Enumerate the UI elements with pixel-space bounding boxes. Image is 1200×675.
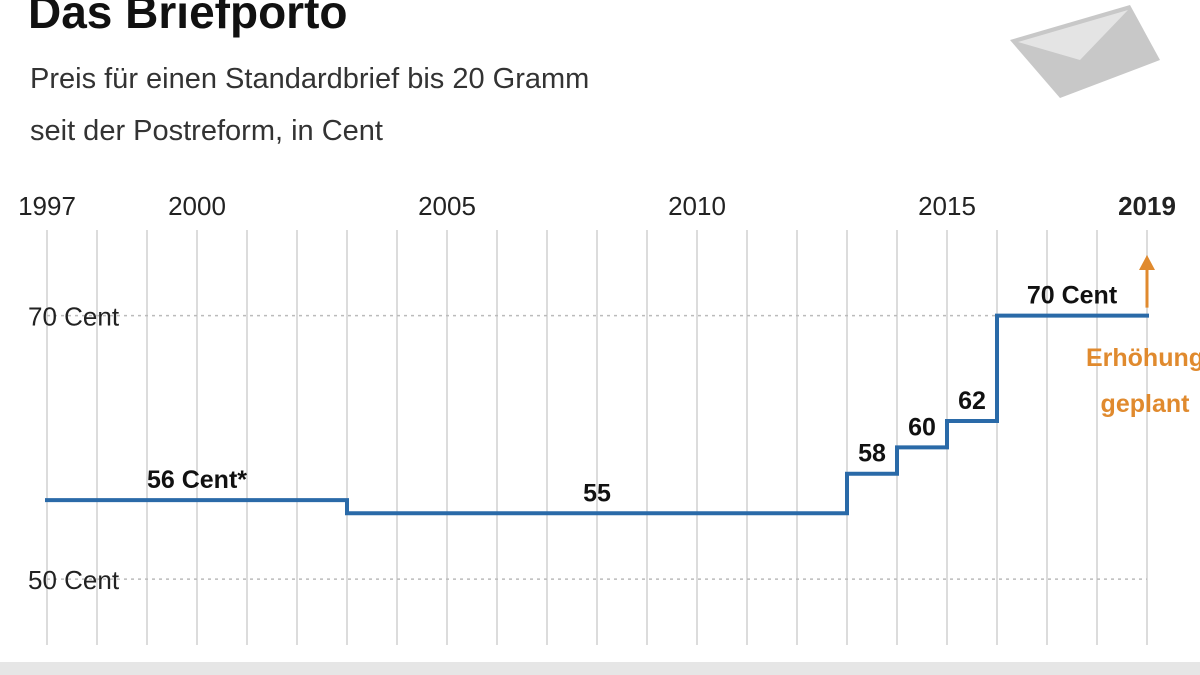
value-label: 58: [858, 440, 886, 468]
x-tick-label: 2015: [918, 191, 976, 221]
x-tick-label: 2005: [418, 191, 476, 221]
annotation-arrowhead: [1139, 255, 1155, 270]
x-tick-label: 2019: [1118, 191, 1176, 221]
y-tick-label: 70 Cent: [28, 302, 120, 332]
x-tick-label: 2000: [168, 191, 226, 221]
chart-title: Das Briefporto: [28, 0, 347, 38]
y-tick-label: 50 Cent: [28, 565, 120, 595]
x-tick-label: 2010: [668, 191, 726, 221]
x-tick-label: 1997: [18, 191, 76, 221]
annotation: geplant: [1101, 390, 1191, 418]
subtitle: Preis für einen Standardbrief bis 20 Gra…: [30, 63, 589, 95]
subtitle: seit der Postreform, in Cent: [30, 115, 383, 147]
value-label: 62: [958, 387, 986, 415]
value-label: 56 Cent*: [147, 466, 247, 494]
value-label: 60: [908, 413, 936, 441]
annotation: Erhöhung: [1086, 344, 1200, 372]
value-label: 55: [583, 479, 611, 507]
envelope-icon: [1010, 5, 1160, 98]
footer-band: [0, 662, 1200, 675]
value-label: 70 Cent: [1027, 282, 1118, 310]
